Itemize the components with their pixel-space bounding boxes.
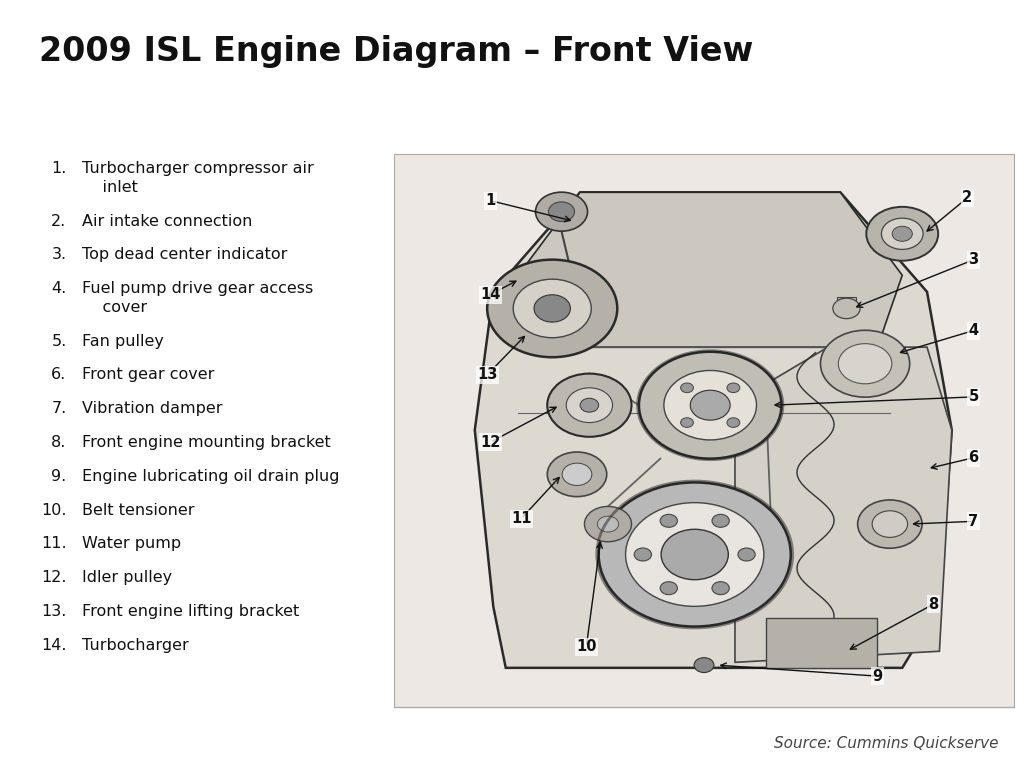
Bar bbox=[394, 154, 1014, 707]
Circle shape bbox=[547, 452, 607, 497]
Text: 3.: 3. bbox=[51, 247, 67, 263]
Text: Vibration damper: Vibration damper bbox=[82, 401, 222, 416]
Text: Front engine lifting bracket: Front engine lifting bracket bbox=[82, 604, 299, 619]
Circle shape bbox=[534, 295, 570, 322]
Circle shape bbox=[562, 463, 592, 485]
Text: Idler pulley: Idler pulley bbox=[82, 570, 172, 585]
Text: Front engine mounting bracket: Front engine mounting bracket bbox=[82, 435, 331, 450]
Bar bbox=[766, 618, 878, 668]
Circle shape bbox=[549, 202, 574, 221]
Circle shape bbox=[581, 399, 599, 412]
Circle shape bbox=[634, 548, 651, 561]
Text: 2.: 2. bbox=[51, 214, 67, 229]
Text: Belt tensioner: Belt tensioner bbox=[82, 502, 195, 518]
Text: 10: 10 bbox=[577, 639, 597, 654]
Text: 9: 9 bbox=[872, 669, 883, 684]
Circle shape bbox=[738, 548, 756, 561]
Circle shape bbox=[892, 227, 912, 241]
Circle shape bbox=[626, 502, 764, 607]
Circle shape bbox=[882, 218, 923, 250]
Polygon shape bbox=[518, 309, 580, 347]
Circle shape bbox=[597, 516, 618, 532]
Circle shape bbox=[727, 383, 739, 392]
Polygon shape bbox=[518, 192, 902, 347]
Circle shape bbox=[664, 370, 757, 440]
Circle shape bbox=[547, 373, 632, 437]
Text: 14.: 14. bbox=[41, 637, 67, 653]
Text: 8.: 8. bbox=[51, 435, 67, 450]
Circle shape bbox=[660, 515, 678, 528]
Circle shape bbox=[513, 279, 591, 338]
Text: 4.: 4. bbox=[51, 281, 67, 296]
Circle shape bbox=[660, 581, 678, 594]
Text: 1: 1 bbox=[485, 193, 496, 208]
Circle shape bbox=[599, 482, 791, 627]
Circle shape bbox=[694, 657, 714, 673]
Text: 1.: 1. bbox=[51, 161, 67, 177]
Circle shape bbox=[872, 511, 907, 538]
Circle shape bbox=[712, 515, 729, 528]
Text: 6: 6 bbox=[969, 450, 979, 465]
Polygon shape bbox=[735, 347, 952, 662]
Circle shape bbox=[858, 500, 922, 548]
Text: 5.: 5. bbox=[51, 333, 67, 349]
Text: 10.: 10. bbox=[41, 502, 67, 518]
Text: Air intake connection: Air intake connection bbox=[82, 214, 252, 229]
Text: 2: 2 bbox=[963, 190, 973, 205]
Text: 7: 7 bbox=[969, 514, 979, 529]
Circle shape bbox=[681, 383, 693, 392]
Text: 11.: 11. bbox=[41, 536, 67, 551]
Text: Turbocharger: Turbocharger bbox=[82, 637, 188, 653]
Circle shape bbox=[585, 506, 632, 541]
Text: 2009 ISL Engine Diagram – Front View: 2009 ISL Engine Diagram – Front View bbox=[39, 35, 754, 68]
Circle shape bbox=[487, 260, 617, 357]
Text: 5: 5 bbox=[969, 389, 979, 405]
Circle shape bbox=[727, 418, 739, 427]
Text: Source: Cummins Quickserve: Source: Cummins Quickserve bbox=[774, 736, 998, 751]
Text: 3: 3 bbox=[969, 252, 979, 267]
Text: 13.: 13. bbox=[41, 604, 67, 619]
Text: 11: 11 bbox=[511, 511, 531, 526]
Text: 14: 14 bbox=[480, 287, 501, 302]
Text: 6.: 6. bbox=[51, 367, 67, 382]
Circle shape bbox=[536, 192, 588, 231]
Text: Top dead center indicator: Top dead center indicator bbox=[82, 247, 288, 263]
Text: Front gear cover: Front gear cover bbox=[82, 367, 214, 382]
Text: Engine lubricating oil drain plug: Engine lubricating oil drain plug bbox=[82, 468, 339, 484]
Text: 12: 12 bbox=[480, 435, 501, 450]
Text: 7.: 7. bbox=[51, 401, 67, 416]
Circle shape bbox=[566, 388, 612, 422]
Text: 13: 13 bbox=[477, 367, 498, 382]
Text: Turbocharger compressor air
    inlet: Turbocharger compressor air inlet bbox=[82, 161, 313, 196]
Circle shape bbox=[839, 343, 892, 384]
Text: 4: 4 bbox=[969, 323, 979, 338]
Bar bbox=[838, 297, 856, 311]
Text: Fuel pump drive gear access
    cover: Fuel pump drive gear access cover bbox=[82, 281, 313, 316]
Circle shape bbox=[833, 298, 860, 319]
Circle shape bbox=[681, 418, 693, 427]
Circle shape bbox=[820, 330, 909, 397]
Text: Water pump: Water pump bbox=[82, 536, 181, 551]
Text: 12.: 12. bbox=[41, 570, 67, 585]
Circle shape bbox=[639, 352, 781, 458]
Circle shape bbox=[712, 581, 729, 594]
Text: Fan pulley: Fan pulley bbox=[82, 333, 164, 349]
Text: 9.: 9. bbox=[51, 468, 67, 484]
Circle shape bbox=[866, 207, 938, 260]
Circle shape bbox=[662, 529, 728, 580]
Polygon shape bbox=[475, 192, 952, 668]
Circle shape bbox=[690, 390, 730, 420]
Text: 8: 8 bbox=[928, 597, 938, 612]
